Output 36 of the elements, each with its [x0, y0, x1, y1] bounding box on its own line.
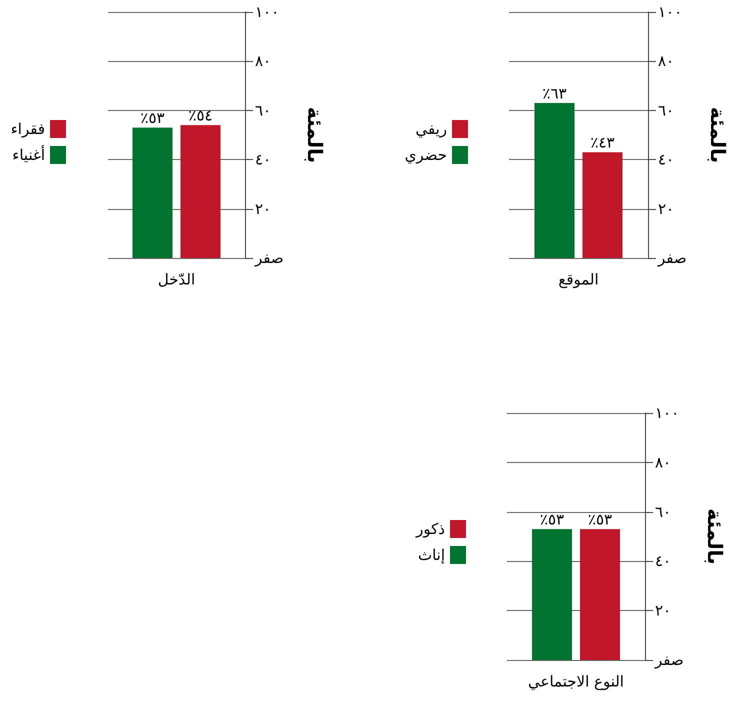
y-tick-label: صفر	[254, 249, 284, 267]
y-tick-label: ٨٠	[658, 52, 674, 70]
y-tick-label: ٢٠	[655, 602, 672, 620]
y-tick-label: ٦٠	[658, 101, 674, 120]
y-tick-label: ٦٠	[255, 101, 272, 120]
data-label: ٪٥٣	[588, 510, 612, 529]
y-tick-label: ٨٠	[655, 453, 672, 472]
y-tick-label: صفر	[657, 249, 687, 267]
legend-label: فقراء	[10, 120, 45, 138]
data-label: ٪٥٣	[140, 109, 165, 128]
legend-label: ذكور	[415, 520, 445, 538]
y-tick-label: ٤٠	[655, 552, 672, 570]
legend-label: أغنياء	[12, 145, 45, 164]
y-axis-title: بالمئة	[303, 106, 327, 164]
x-tick-label: الموقع	[558, 270, 599, 288]
data-label: ٪٥٤	[188, 106, 213, 125]
y-tick-label: ٦٠	[655, 502, 672, 521]
y-tick-label: ٤٠	[658, 150, 674, 169]
y-tick-label: ١٠٠	[655, 404, 680, 422]
data-label: ٪٤٣	[590, 134, 615, 152]
data-label: ٪٦٣	[542, 84, 567, 103]
data-label: ٪٥٣	[540, 510, 564, 529]
y-tick-label: ٢٠	[658, 200, 674, 218]
x-tick-label: الدّخل	[158, 270, 196, 288]
x-tick-label: النوع الاجتماعي	[528, 672, 624, 690]
legend-label: ريفي	[415, 120, 447, 138]
y-tick-label: ١٠٠	[658, 3, 682, 21]
y-tick-label: ١٠٠	[255, 3, 280, 21]
y-axis-title: بالمئة	[703, 508, 727, 565]
y-tick-label: ٤٠	[255, 150, 272, 169]
y-tick-label: ٨٠	[255, 52, 272, 70]
y-tick-label: ٢٠	[255, 200, 272, 218]
legend-label: حضري	[404, 146, 447, 164]
y-tick-label: صفر	[654, 651, 684, 669]
y-axis-title: بالمئة	[706, 106, 730, 164]
legend-label: إناث	[418, 546, 445, 564]
